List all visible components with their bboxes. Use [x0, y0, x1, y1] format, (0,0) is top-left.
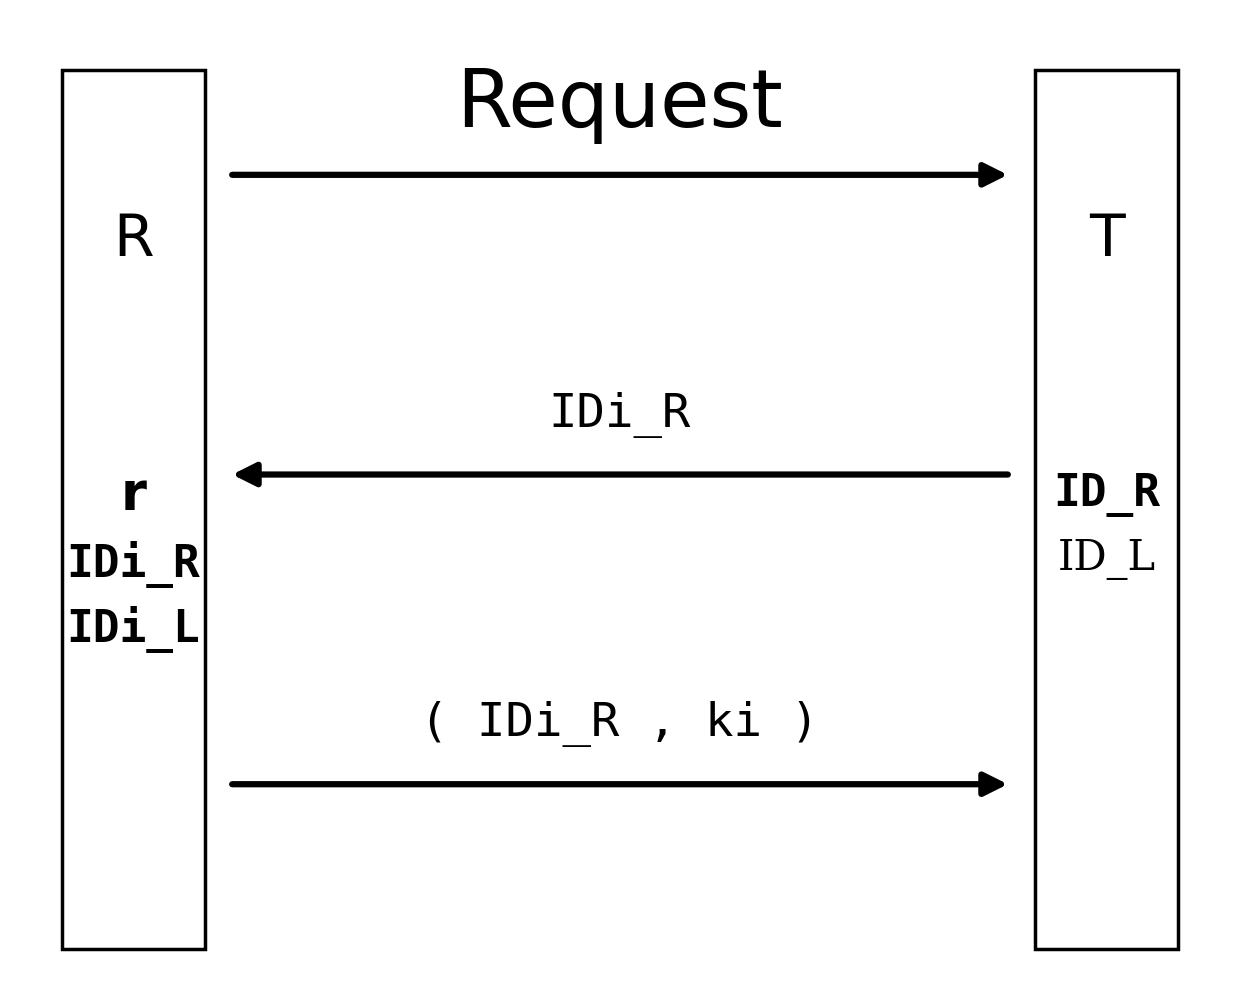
Text: ID_L: ID_L — [1058, 538, 1156, 580]
Text: IDi_R: IDi_R — [549, 392, 691, 438]
Bar — [1035, 70, 1178, 949]
Text: R: R — [113, 211, 154, 269]
Text: r: r — [120, 469, 146, 520]
Text: IDi_L: IDi_L — [67, 605, 200, 653]
Text: ( IDi_R , ki ): ( IDi_R , ki ) — [420, 701, 820, 747]
Text: IDi_R: IDi_R — [67, 540, 200, 588]
Text: ID_R: ID_R — [1053, 473, 1161, 516]
Text: T: T — [1089, 211, 1125, 269]
Text: Request: Request — [456, 66, 784, 144]
Bar — [62, 70, 205, 949]
